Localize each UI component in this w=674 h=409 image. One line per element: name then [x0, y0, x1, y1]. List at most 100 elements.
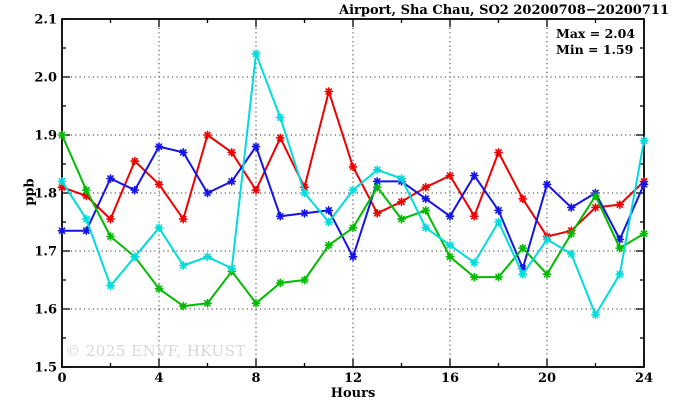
marker-red: [591, 203, 600, 212]
marker-cyan: [154, 223, 164, 233]
series-green: [57, 130, 649, 311]
marker-green: [57, 130, 67, 140]
marker-green: [300, 275, 309, 285]
svg-text:20: 20: [538, 371, 556, 386]
svg-text:1.8: 1.8: [34, 187, 57, 202]
marker-green: [178, 301, 188, 311]
marker-green: [615, 243, 625, 253]
marker-blue: [566, 203, 576, 212]
marker-green: [372, 182, 382, 192]
marker-red: [154, 179, 164, 189]
min-annotation: Min = 1.59: [556, 41, 634, 57]
marker-red: [203, 130, 212, 140]
marker-blue: [494, 206, 503, 215]
marker-blue: [639, 179, 649, 189]
marker-blue: [251, 142, 261, 151]
svg-text:24: 24: [635, 371, 653, 386]
marker-cyan: [275, 113, 285, 122]
marker-cyan: [615, 269, 625, 279]
marker-blue: [469, 171, 479, 180]
marker-red: [372, 208, 382, 218]
svg-text:1.7: 1.7: [34, 245, 57, 260]
marker-blue: [81, 226, 91, 236]
marker-blue: [227, 177, 237, 186]
y-tick-labels: 1.5 1.6 1.7 1.8 1.9 2.0 2.1: [34, 13, 57, 376]
marker-green: [469, 272, 479, 282]
marker-cyan: [203, 252, 212, 262]
marker-blue: [445, 211, 455, 221]
marker-blue: [348, 252, 358, 262]
svg-text:2.0: 2.0: [34, 71, 57, 86]
marker-cyan: [251, 49, 261, 59]
marker-blue: [154, 142, 164, 151]
marker-green: [324, 240, 334, 250]
max-annotation: Max = 2.04: [556, 26, 636, 41]
marker-cyan: [639, 136, 649, 146]
marker-green: [251, 298, 261, 308]
svg-text:16: 16: [441, 371, 459, 386]
series-cyan: [57, 49, 649, 320]
marker-red: [251, 185, 261, 195]
marker-green: [203, 298, 212, 308]
marker-blue: [542, 179, 552, 189]
marker-green: [542, 269, 552, 279]
marker-cyan: [324, 217, 334, 227]
x-tick-labels: 0 4 8 12 16 20 24: [57, 371, 653, 386]
chart-title: Airport, Sha Chau, SO2 20200708−20200711: [339, 3, 669, 18]
marker-blue: [203, 188, 212, 198]
marker-red: [397, 197, 406, 207]
marker-cyan: [421, 223, 431, 233]
marker-red: [348, 162, 358, 172]
marker-red: [494, 148, 503, 157]
svg-text:0: 0: [57, 371, 66, 386]
marker-blue: [57, 226, 67, 236]
marker-cyan: [348, 185, 358, 195]
marker-red: [445, 171, 455, 180]
marker-cyan: [300, 188, 309, 198]
marker-green: [566, 229, 576, 238]
svg-text:8: 8: [251, 371, 260, 386]
marker-green: [494, 272, 503, 282]
svg-text:1.5: 1.5: [34, 361, 57, 376]
axis-ticks: [61, 18, 645, 368]
marker-cyan: [445, 240, 455, 250]
marker-cyan: [106, 281, 115, 291]
svg-text:4: 4: [154, 371, 163, 386]
marker-cyan: [130, 252, 140, 262]
marker-cyan: [57, 177, 67, 186]
marker-cyan: [469, 258, 479, 268]
x-axis-label: Hours: [330, 386, 376, 401]
marker-red: [324, 87, 334, 96]
marker-green: [421, 206, 431, 215]
watermark: © 2025 ENVF, HKUST: [65, 342, 246, 360]
marker-green: [81, 185, 91, 195]
marker-blue: [178, 148, 188, 157]
marker-cyan: [227, 263, 237, 273]
marker-blue: [615, 235, 625, 244]
marker-green: [106, 232, 115, 241]
marker-cyan: [372, 165, 382, 175]
marker-red: [615, 200, 625, 209]
marker-green: [397, 214, 406, 224]
marker-blue: [275, 211, 285, 221]
marker-red: [469, 211, 479, 221]
marker-green: [518, 243, 528, 253]
svg-text:2.1: 2.1: [34, 13, 57, 28]
marker-green: [275, 278, 285, 288]
svg-text:1.9: 1.9: [34, 129, 57, 144]
marker-red: [275, 133, 285, 143]
marker-cyan: [566, 249, 576, 259]
marker-red: [130, 156, 140, 166]
marker-cyan: [178, 261, 188, 270]
marker-green: [639, 229, 649, 238]
marker-cyan: [542, 235, 552, 244]
y-axis-label: ppb: [22, 178, 38, 206]
marker-cyan: [591, 310, 600, 320]
marker-cyan: [494, 217, 503, 227]
marker-green: [348, 223, 358, 233]
marker-cyan: [397, 174, 406, 183]
marker-red: [518, 194, 528, 204]
marker-red: [106, 214, 115, 224]
